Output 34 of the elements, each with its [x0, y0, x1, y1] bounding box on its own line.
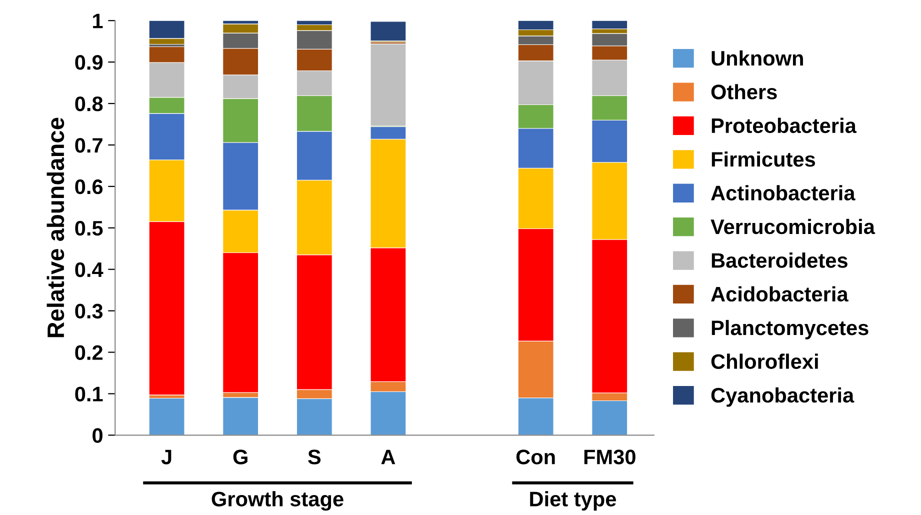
y-tick-label: 0.6: [75, 179, 103, 194]
legend-label: Others: [711, 84, 777, 100]
y-tick-label: 0.4: [75, 262, 104, 278]
y-tick-label: 0.1: [75, 386, 103, 402]
x-tick-label: S: [308, 450, 321, 464]
x-tick-label: G: [233, 450, 248, 464]
y-tick-label: 0.2: [75, 345, 102, 360]
legend-label: Planctomycetes: [712, 320, 868, 340]
y-tick-label: 0.5: [75, 220, 103, 236]
legend-label: Firmicutes: [712, 151, 816, 167]
y-tick-label: 0.8: [75, 96, 103, 112]
y-tick-label: 0.3: [75, 304, 103, 319]
legend-label: Cyanobacteria: [711, 387, 854, 407]
y-tick-label: 0.9: [75, 55, 103, 70]
y-tick-label: 1: [93, 14, 103, 28]
y-tick-label: 0: [92, 428, 102, 443]
bar: [222, 397, 259, 436]
x-tick-label: J: [161, 450, 172, 464]
x-tick-label: A: [381, 450, 396, 464]
x-tick-label: FM30: [584, 450, 636, 464]
legend-label: Acidobacteria: [711, 286, 848, 302]
bar: [370, 21, 406, 42]
y-tick-label: 0.7: [75, 138, 102, 153]
legend-label: Proteobacteria: [712, 118, 857, 134]
bar: [148, 398, 185, 436]
legend-label: Actinobacteria: [711, 185, 856, 200]
text: Diet type: [530, 491, 616, 511]
legend-label: Chloroflexi: [711, 354, 818, 369]
legend-label: Bacteroidetes: [712, 252, 848, 268]
y-axis-title: Relative abundance: [46, 118, 64, 338]
x-tick-label: Con: [516, 450, 555, 464]
legend-label: Verrucomicrobia: [710, 218, 876, 234]
text: Growth stage: [212, 491, 344, 511]
legend-label: Unknown: [712, 50, 803, 66]
